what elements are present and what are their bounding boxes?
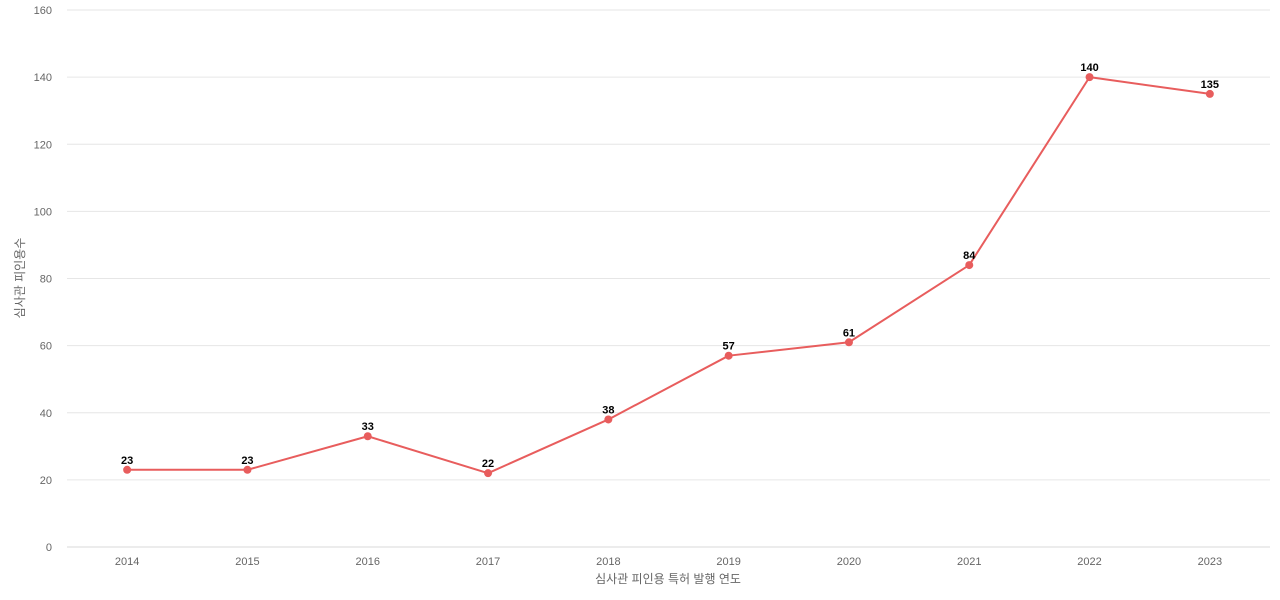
x-tick-label: 2018 bbox=[596, 556, 620, 568]
y-tick-label: 40 bbox=[40, 408, 52, 420]
data-point[interactable] bbox=[724, 351, 733, 360]
data-label: 61 bbox=[843, 327, 855, 339]
grid-layer bbox=[67, 9, 1270, 548]
data-label: 22 bbox=[482, 458, 494, 470]
data-point[interactable] bbox=[965, 261, 974, 270]
x-tick-label: 2017 bbox=[476, 556, 500, 568]
x-tick-label: 2020 bbox=[837, 556, 861, 568]
data-label: 38 bbox=[602, 404, 614, 416]
series-layer bbox=[123, 73, 1214, 478]
y-tick-label: 140 bbox=[34, 72, 52, 84]
data-point[interactable] bbox=[123, 465, 132, 474]
data-point[interactable] bbox=[844, 338, 853, 347]
y-tick-label: 20 bbox=[40, 475, 52, 487]
data-point[interactable] bbox=[243, 465, 252, 474]
series-line bbox=[127, 76, 1210, 475]
y-tick-label: 80 bbox=[40, 274, 52, 286]
data-point[interactable] bbox=[1205, 89, 1214, 98]
y-axis-title: 심사관 피인용수 bbox=[13, 238, 27, 319]
x-axis-title: 심사관 피인용 특허 발행 연도 bbox=[595, 571, 741, 586]
data-point[interactable] bbox=[1085, 73, 1094, 82]
y-tick-label: 120 bbox=[34, 139, 52, 151]
x-tick-label: 2022 bbox=[1077, 556, 1101, 568]
x-tick-labels: 2014 2015 2016 2017 2018 2019 2020 2021 2022 2023 bbox=[115, 556, 1222, 568]
data-labels: 23 23 33 22 38 57 61 84 140 135 bbox=[121, 62, 1219, 470]
x-tick-label: 2016 bbox=[356, 556, 380, 568]
x-tick-label: 2019 bbox=[716, 556, 740, 568]
y-tick-label: 60 bbox=[40, 341, 52, 353]
data-point[interactable] bbox=[363, 432, 372, 441]
x-tick-label: 2014 bbox=[115, 556, 139, 568]
x-tick-label: 2015 bbox=[235, 556, 259, 568]
data-label: 140 bbox=[1080, 62, 1098, 74]
data-label: 84 bbox=[963, 250, 976, 262]
y-tick-label: 100 bbox=[34, 206, 52, 218]
y-tick-label: 160 bbox=[34, 5, 52, 17]
data-label: 135 bbox=[1201, 79, 1219, 91]
x-tick-label: 2023 bbox=[1198, 556, 1222, 568]
data-point[interactable] bbox=[604, 415, 613, 424]
data-label: 33 bbox=[362, 421, 374, 433]
x-tick-label: 2021 bbox=[957, 556, 981, 568]
data-label: 57 bbox=[723, 341, 735, 353]
data-point[interactable] bbox=[484, 469, 493, 478]
y-tick-label: 0 bbox=[46, 542, 52, 554]
data-label: 23 bbox=[241, 455, 253, 467]
data-label: 23 bbox=[121, 455, 133, 467]
y-tick-labels: 0 20 40 60 80 100 120 140 160 bbox=[34, 5, 52, 554]
